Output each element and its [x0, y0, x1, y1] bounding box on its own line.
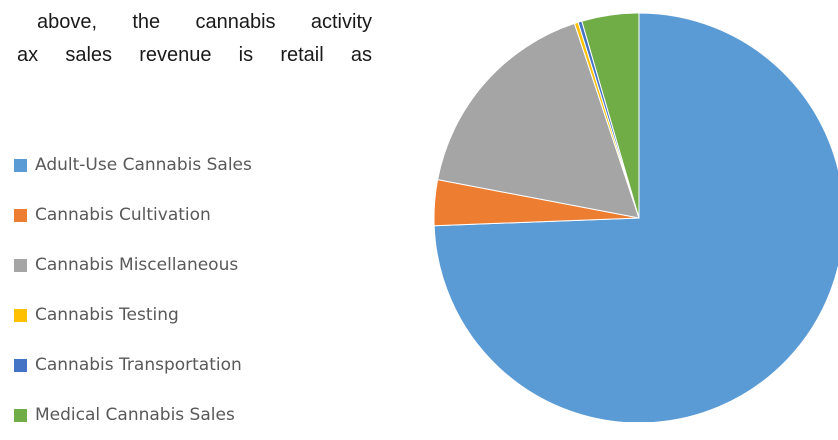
pie-chart: [433, 12, 838, 422]
legend-item: Cannabis Transportation: [14, 340, 252, 390]
body-text-line: above, the cannabis activity: [37, 11, 372, 33]
legend-item: Cannabis Testing: [14, 290, 252, 340]
legend-item: Cannabis Cultivation: [14, 190, 252, 240]
body-text-line: ax sales revenue is retail as: [17, 44, 372, 66]
legend-label: Adult-Use Cannabis Sales: [35, 155, 252, 175]
legend-swatch: [14, 208, 27, 222]
legend-item: Adult-Use Cannabis Sales: [14, 140, 252, 190]
legend-item: Medical Cannabis Sales: [14, 390, 252, 440]
legend-swatch: [14, 358, 27, 372]
legend-swatch: [14, 158, 27, 172]
legend-label: Cannabis Miscellaneous: [35, 255, 239, 275]
pie-slice: [433, 12, 838, 422]
pie-slice: [437, 22, 640, 219]
pie-slices: [433, 12, 838, 422]
legend-swatch: [14, 308, 27, 322]
legend-label: Cannabis Transportation: [35, 355, 242, 375]
legend-swatch: [14, 408, 27, 422]
chart-legend: Adult-Use Cannabis Sales Cannabis Cultiv…: [14, 140, 252, 440]
legend-label: Cannabis Testing: [35, 305, 179, 325]
legend-item: Cannabis Miscellaneous: [14, 240, 252, 290]
pie-slice: [581, 12, 640, 219]
legend-label: Medical Cannabis Sales: [35, 405, 235, 425]
legend-label: Cannabis Cultivation: [35, 205, 211, 225]
legend-swatch: [14, 258, 27, 272]
